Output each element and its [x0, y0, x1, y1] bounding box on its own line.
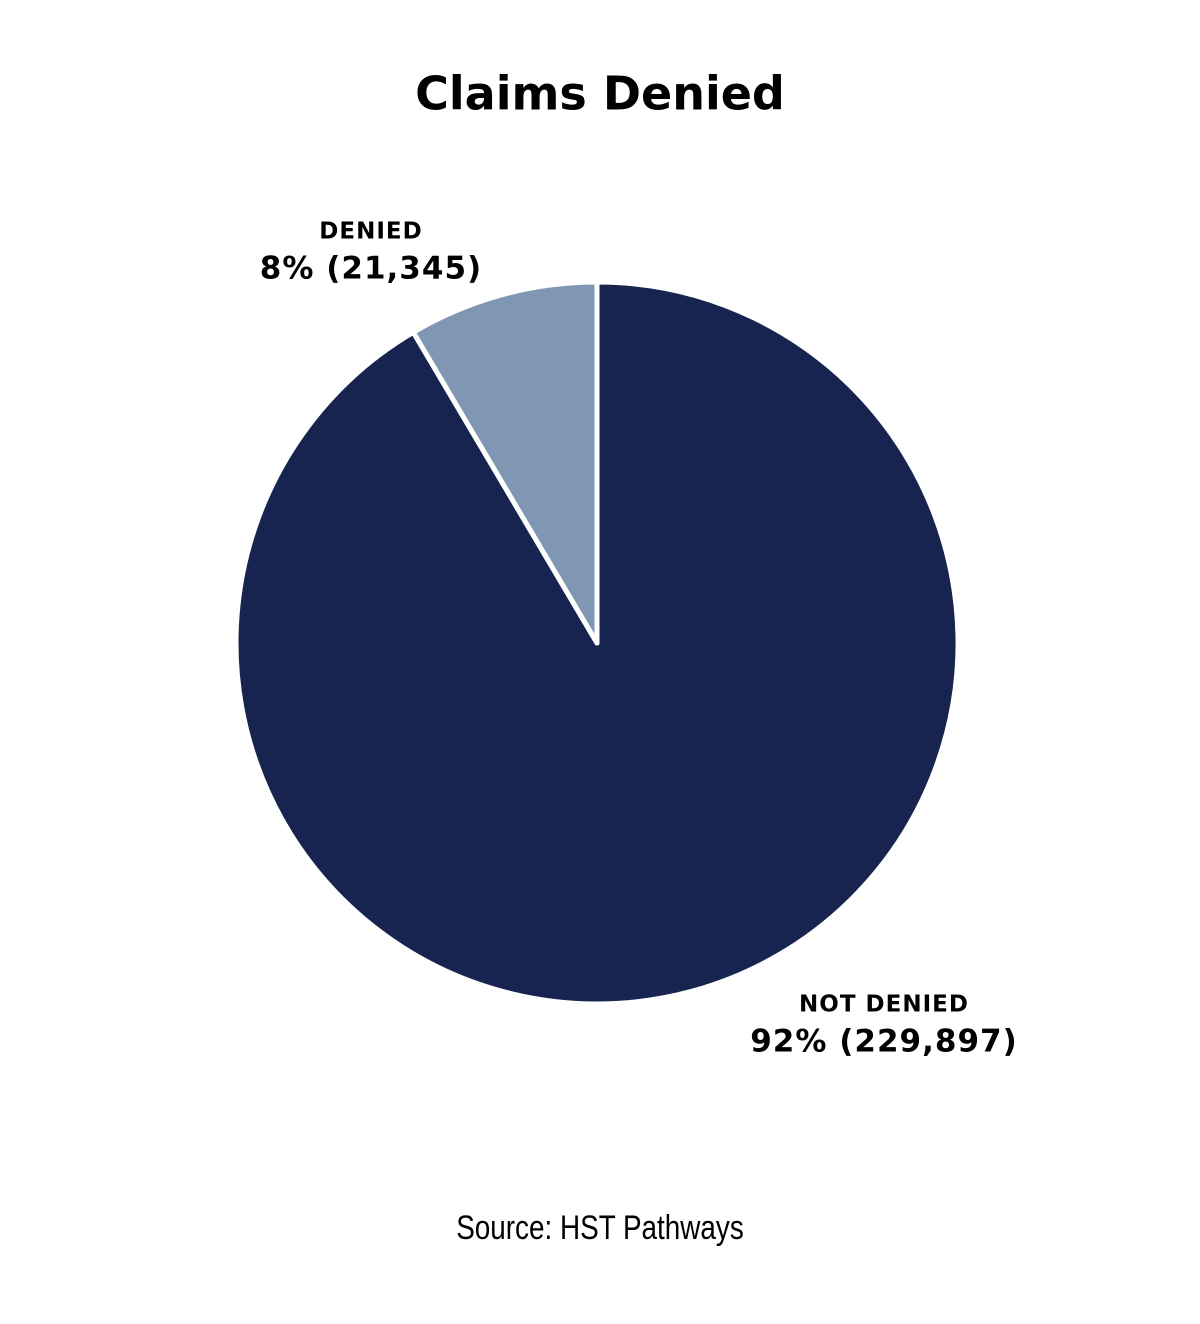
- slice-value-label: 8% (21,345): [260, 251, 482, 287]
- slice-category: NOT DENIED: [799, 992, 969, 1018]
- chart-title: Claims Denied: [415, 67, 785, 121]
- slice-category: DENIED: [319, 219, 422, 245]
- pie-slice: [410, 279, 600, 646]
- slice-value-label: 92% (229,897): [750, 1024, 1018, 1060]
- source: Source: HST Pathways: [456, 1208, 744, 1246]
